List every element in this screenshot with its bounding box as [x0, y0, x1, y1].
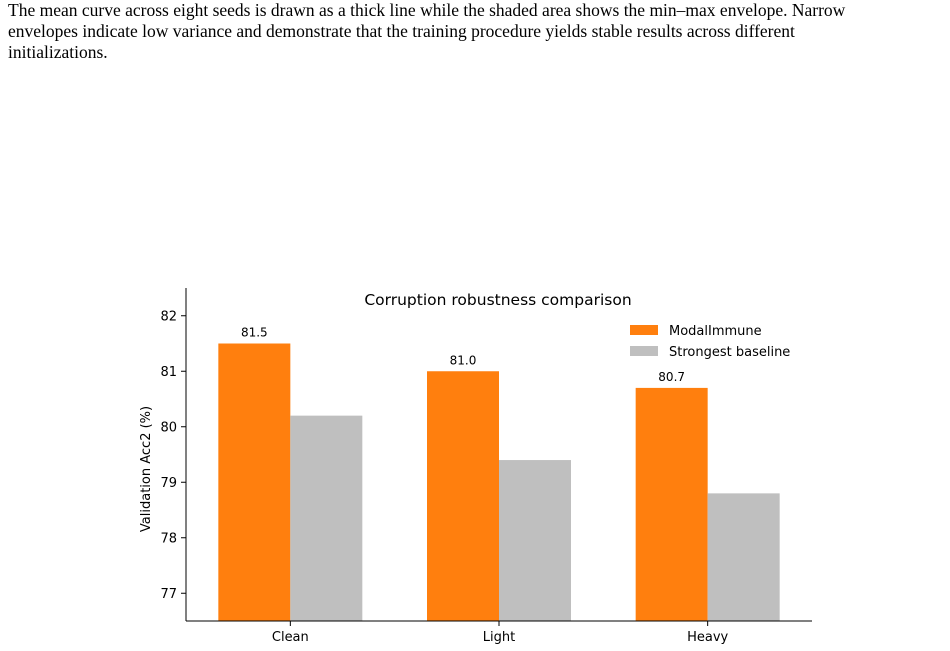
x-tick-label: Heavy	[687, 630, 728, 645]
y-tick-label: 78	[160, 531, 177, 546]
data-label: 81.5	[241, 326, 268, 340]
y-tick-label: 82	[160, 309, 177, 324]
bar-modalimmune-clean	[218, 343, 291, 621]
caption-line-2: envelopes indicate low variance and demo…	[8, 21, 795, 41]
bar-modalimmune-heavy	[635, 387, 708, 621]
y-axis-label: Validation Acc2 (%)	[139, 406, 154, 532]
legend-label: ModalImmune	[669, 324, 762, 339]
bar-modalimmune-light	[427, 371, 499, 621]
y-tick-label: 77	[160, 587, 177, 602]
data-label: 80.7	[658, 370, 685, 384]
bar-strongest-baseline-clean	[290, 415, 363, 621]
caption-line-3: initializations.	[8, 42, 108, 62]
chart-title: Corruption robustness comparison	[364, 291, 631, 309]
legend-label: Strongest baseline	[669, 345, 790, 360]
bars-layer: 81.5 81.0 80.7	[218, 326, 780, 621]
legend: ModalImmune Strongest baseline	[630, 324, 790, 360]
legend-swatch	[630, 325, 658, 335]
y-tick-label: 79	[160, 476, 177, 491]
caption-line-1: The mean curve across eight seeds is dra…	[8, 0, 846, 20]
axes-layer: Clean Light Heavy 77 78 79 80 81 82	[160, 288, 812, 645]
y-tick-label: 81	[160, 365, 177, 380]
x-tick-label: Light	[483, 630, 515, 645]
y-tick-label: 80	[160, 420, 177, 435]
bar-strongest-baseline-light	[499, 460, 571, 621]
legend-swatch	[630, 346, 658, 356]
x-tick-label: Clean	[272, 630, 309, 645]
bar-strongest-baseline-heavy	[707, 493, 780, 621]
figure-caption: The mean curve across eight seeds is dra…	[8, 0, 942, 63]
data-label: 81.0	[450, 353, 477, 367]
